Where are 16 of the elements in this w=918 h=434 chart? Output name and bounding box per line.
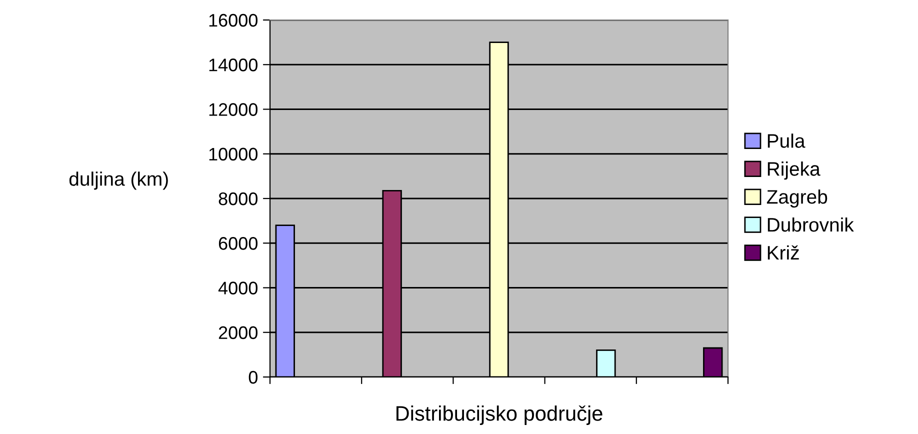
- legend-label: Križ: [768, 245, 799, 260]
- y-tick-label: 14000: [209, 58, 258, 72]
- y-tick-label: 12000: [209, 103, 258, 116]
- y-tick-label: 0: [248, 370, 258, 384]
- y-axis-title: duljina (km): [69, 172, 168, 190]
- legend-label: Pula: [768, 134, 806, 148]
- y-tick-label: 16000: [209, 14, 258, 27]
- x-axis-title: Distribucijsko područje: [396, 405, 602, 425]
- y-tick-label: 10000: [209, 148, 258, 161]
- y-tick-label: 8000: [218, 192, 258, 206]
- legend-label: Zagreb: [766, 189, 828, 208]
- y-tick-label: 4000: [218, 282, 258, 294]
- legend-label: Rijeka: [768, 162, 820, 180]
- y-tick-label: 2000: [218, 326, 258, 340]
- legend-label: Dubrovnik: [768, 217, 854, 232]
- y-tick-label: 6000: [218, 237, 258, 250]
